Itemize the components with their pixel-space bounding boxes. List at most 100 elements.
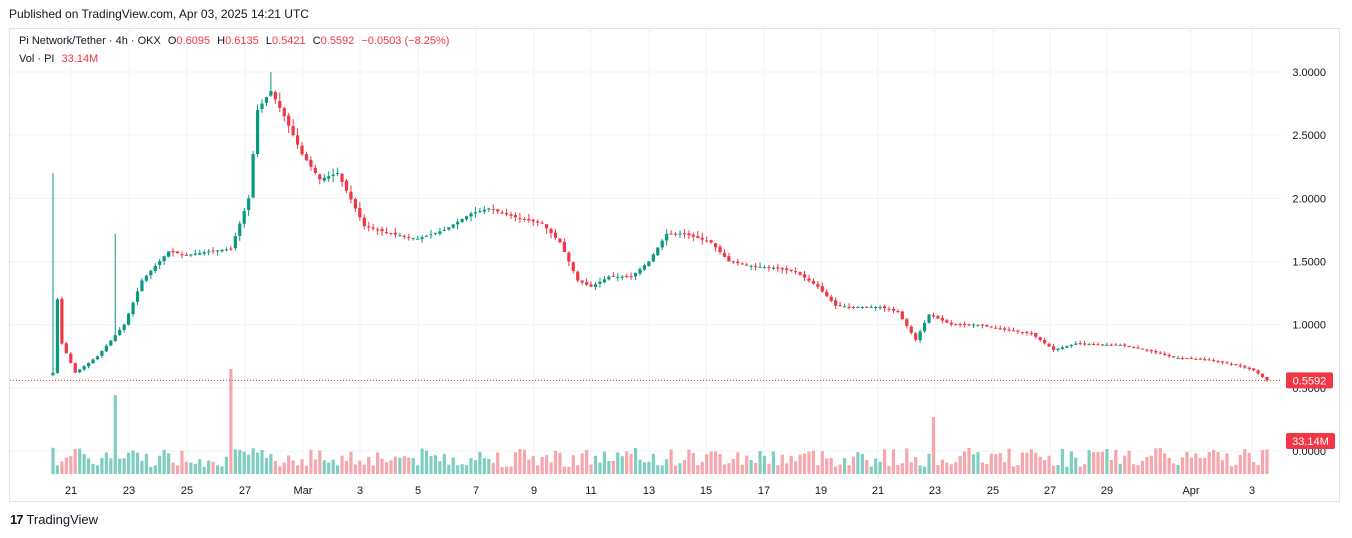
volume-bar — [705, 454, 709, 474]
volume-bar — [322, 460, 326, 474]
volume-bar — [175, 465, 180, 474]
x-tick-label: Mar — [294, 485, 313, 497]
volume-bar — [469, 458, 473, 474]
candle-body — [255, 109, 260, 154]
volume-bar — [1172, 463, 1176, 474]
volume-bar — [69, 456, 73, 474]
volume-bar — [269, 453, 273, 474]
volume-bar — [193, 463, 197, 474]
volume-bar — [1247, 452, 1251, 474]
x-tick-label: 3 — [357, 485, 363, 497]
candle-body — [611, 275, 615, 277]
candle-body — [794, 271, 798, 273]
volume-bar — [780, 454, 784, 474]
volume-bar — [220, 466, 224, 474]
candle-body — [633, 272, 638, 277]
volume-bar — [958, 455, 962, 474]
candle-body — [869, 306, 873, 308]
volume-bar — [945, 462, 949, 474]
candle-body — [642, 265, 647, 270]
candle-body — [954, 324, 958, 326]
volume-bar — [104, 452, 108, 474]
volume-bar — [371, 465, 375, 474]
volume-bar — [1238, 455, 1242, 474]
candle-body — [135, 291, 140, 302]
candle-body — [149, 270, 153, 276]
candle-body — [491, 209, 495, 211]
candle-body — [1225, 362, 1229, 364]
volume-bar — [1056, 464, 1060, 474]
candle-body — [229, 248, 233, 250]
volume-bar — [722, 464, 727, 474]
candle-body — [985, 324, 989, 327]
volume-bar — [625, 451, 629, 474]
volume-bar — [353, 464, 357, 474]
candle-body — [1203, 359, 1207, 361]
volume-bar — [558, 452, 562, 474]
candle-body — [598, 281, 602, 284]
candle-body — [762, 267, 767, 269]
candle-body — [673, 233, 678, 235]
volume-bar — [295, 465, 300, 474]
candle-body — [834, 300, 838, 306]
volume-bar — [807, 451, 811, 474]
volume-bar — [842, 457, 847, 474]
tradingview-brand[interactable]: 17 TradingView — [10, 512, 98, 527]
volume-bar — [224, 456, 229, 474]
volume-bar — [900, 463, 904, 474]
volume-bar — [380, 458, 384, 474]
volume-bar — [713, 451, 718, 474]
x-tick-label: 27 — [1044, 485, 1056, 497]
candle-body — [963, 324, 967, 326]
candle-body — [802, 274, 807, 278]
candle-body — [1074, 343, 1078, 345]
volume-bar — [1131, 464, 1136, 474]
candle-body — [500, 212, 504, 214]
volume-bar — [496, 452, 500, 474]
candle-body — [322, 177, 326, 181]
candle-body — [736, 261, 740, 264]
candle-body — [509, 214, 513, 216]
volume-bar — [1011, 466, 1016, 474]
candle-body — [478, 210, 482, 212]
candle-body — [749, 265, 753, 267]
last-volume-label: 33.14M — [1292, 436, 1329, 448]
volume-bar — [1105, 449, 1109, 474]
volume-bar — [745, 455, 749, 474]
candle-body — [785, 268, 789, 271]
candle-body — [64, 343, 68, 354]
open-value: 0.6095 — [176, 35, 211, 47]
candle-body — [1123, 344, 1127, 346]
volume-bar — [642, 462, 647, 474]
candle-body — [189, 254, 193, 256]
candle-body — [1011, 330, 1016, 332]
candle-body — [998, 328, 1002, 330]
candle-body — [171, 250, 175, 253]
volume-bar — [513, 452, 518, 474]
candle-body — [665, 233, 669, 241]
volume-bar — [331, 459, 335, 474]
candle-body — [73, 362, 77, 373]
volume-bar — [1260, 450, 1265, 474]
symbol-label: Pi Network/Tether · 4h · OKX — [19, 35, 161, 47]
volume-bar — [291, 460, 295, 474]
volume-bar — [1087, 450, 1091, 474]
candle-body — [660, 240, 664, 248]
candle-body — [1238, 365, 1242, 367]
candle-body — [518, 218, 522, 220]
candle-body — [282, 108, 286, 117]
candle-body — [780, 268, 784, 270]
volume-bar — [851, 456, 856, 474]
volume-bar — [1189, 457, 1194, 474]
volume-bar — [762, 455, 767, 474]
volume-bar — [411, 458, 415, 474]
candle-body — [260, 103, 264, 109]
volume-bar — [51, 447, 55, 474]
candle-body — [927, 314, 931, 323]
volume-bar — [1114, 449, 1118, 474]
candle-body — [940, 318, 944, 321]
volume-bar — [264, 458, 269, 474]
volume-bar — [616, 452, 620, 474]
volume-bar — [349, 451, 353, 474]
